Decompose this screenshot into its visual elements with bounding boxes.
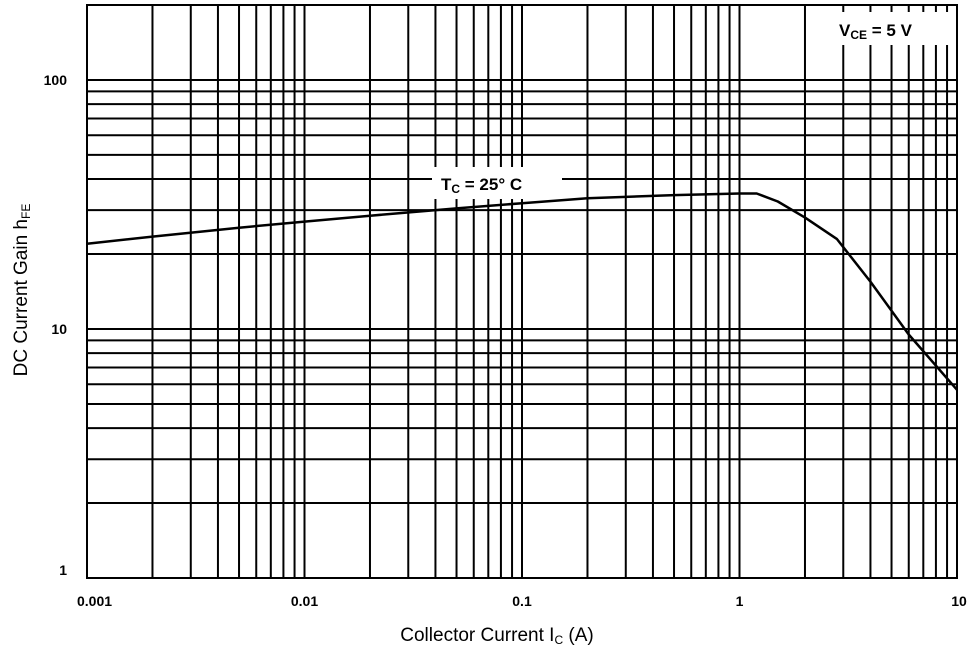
- annotation-vce-sub: CE: [850, 28, 867, 42]
- series-lines: [86, 192, 958, 391]
- annotations: TC = 25° C VCE = 5 V: [441, 21, 913, 196]
- annotation-vce-rest: = 5 V: [867, 21, 913, 40]
- annotation-vce-background: [834, 12, 956, 45]
- x-tick-label: 0.1: [512, 593, 532, 609]
- annotation-backgrounds: [432, 12, 956, 199]
- series-line-0: [86, 192, 958, 391]
- x-tick-label: 1: [736, 593, 744, 609]
- tick-labels: 0.001 0.01 0.1 1 10 1 10 100: [44, 72, 967, 609]
- annotation-tc-background: [432, 167, 562, 199]
- x-tick-label: 10: [951, 593, 967, 609]
- y-axis-title: DC Current Gain hFE: [11, 204, 33, 377]
- annotation-tc: TC = 25° C: [441, 175, 522, 196]
- y-tick-label: 100: [44, 72, 68, 88]
- x-axis-title-sub: C: [554, 633, 563, 647]
- y-tick-label: 10: [51, 321, 67, 337]
- annotation-tc-sub: C: [451, 182, 460, 196]
- x-axis-title-unit: (A): [563, 625, 594, 646]
- annotation-vce-main: V: [839, 21, 851, 40]
- x-tick-label: 0.01: [291, 593, 318, 609]
- y-tick-label: 1: [59, 562, 67, 578]
- grid-lines: [86, 4, 957, 579]
- x-tick-label: 0.001: [77, 593, 112, 609]
- plot-frame: [86, 4, 958, 579]
- y-axis-title-main: DC Current Gain h: [11, 219, 32, 376]
- x-axis-title: Collector Current IC (A): [400, 625, 593, 647]
- annotation-tc-main: T: [441, 175, 452, 194]
- x-axis-title-main: Collector Current I: [400, 625, 554, 646]
- y-axis-title-sub: FE: [19, 204, 33, 219]
- annotation-vce: VCE = 5 V: [839, 21, 913, 42]
- annotation-tc-rest: = 25° C: [460, 175, 522, 194]
